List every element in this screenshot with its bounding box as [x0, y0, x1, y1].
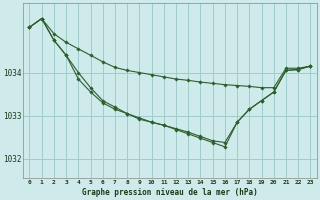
X-axis label: Graphe pression niveau de la mer (hPa): Graphe pression niveau de la mer (hPa) — [82, 188, 258, 197]
